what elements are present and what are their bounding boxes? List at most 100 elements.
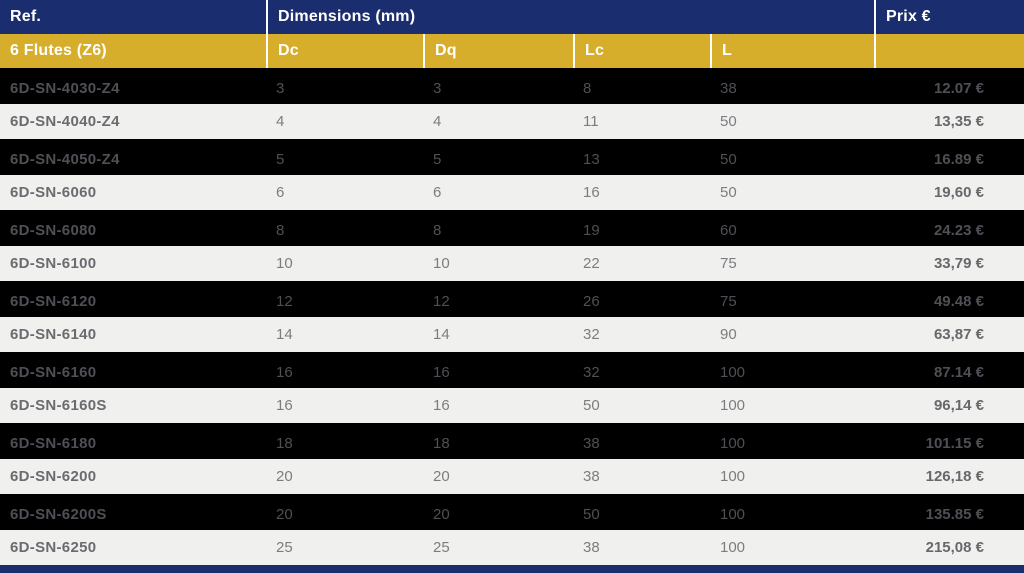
cell-dc-text: 10 — [276, 254, 293, 272]
cell-dq: 6 — [423, 175, 573, 211]
cell-l: 50 — [710, 175, 874, 211]
cell-lc: 50 — [573, 494, 710, 530]
cell-l-text: 100 — [720, 538, 746, 556]
cell-l-text: 50 — [720, 150, 737, 164]
cell-l-text: 100 — [720, 363, 746, 377]
cell-dq: 4 — [423, 104, 573, 140]
cell-l: 90 — [710, 317, 874, 353]
cell-l: 100 — [710, 388, 874, 424]
cell-dc-text: 25 — [276, 538, 293, 556]
cell-lc-text: 38 — [583, 434, 600, 448]
cell-ref: 6D-SN-6200 — [0, 459, 266, 495]
cell-prix-text: 33,79 € — [933, 254, 984, 272]
cell-dq: 14 — [423, 317, 573, 353]
cell-dq-text: 4 — [433, 112, 442, 130]
cell-prix: 96,14 € — [874, 388, 1024, 424]
cell-ref-text: 6D-SN-6180 — [10, 434, 97, 448]
table-row: 6D-SN-4050-Z4 5 5 13 50 16,89 € — [0, 139, 1024, 175]
cell-lc: 38 — [573, 530, 710, 566]
header-dimensions: Dimensions (mm) — [266, 0, 874, 34]
cell-dc: 14 — [266, 317, 423, 353]
cell-ref: 6D-SN-6100 — [0, 246, 266, 282]
cell-l: 75 — [710, 246, 874, 282]
cell-prix-text: 16,89 € — [933, 150, 984, 164]
cell-dq-text: 5 — [433, 150, 442, 164]
cell-prix-text: 19,60 € — [933, 183, 984, 201]
header-ref: Ref. — [10, 8, 42, 25]
cell-dc-text: 6 — [276, 183, 285, 201]
cell-lc: 19 — [573, 210, 710, 246]
cell-dq-text: 14 — [433, 325, 450, 343]
cell-dc-text: 5 — [276, 150, 285, 164]
cell-l: 100 — [710, 459, 874, 495]
cell-prix: 24,23 € — [874, 210, 1024, 246]
cell-prix: 126,18 € — [874, 459, 1024, 495]
cell-l-text: 100 — [720, 467, 746, 485]
cell-dc-text: 20 — [276, 505, 293, 519]
bottom-bar — [0, 565, 1024, 573]
cell-l-text: 100 — [720, 505, 746, 519]
cell-dq-text: 6 — [433, 183, 442, 201]
cell-dq: 25 — [423, 530, 573, 566]
cell-dq: 3 — [423, 68, 573, 104]
cell-dq: 20 — [423, 494, 573, 530]
cell-dc: 18 — [266, 423, 423, 459]
cell-dq: 20 — [423, 459, 573, 495]
cell-dc: 3 — [266, 68, 423, 104]
cell-prix: 33,79 € — [874, 246, 1024, 282]
table-row: 6D-SN-6180 18 18 38 100 101,15 € — [0, 423, 1024, 459]
cell-lc-text: 38 — [583, 538, 600, 556]
cell-l-text: 75 — [720, 292, 737, 306]
cell-ref: 6D-SN-6160 — [0, 352, 266, 388]
cell-dc: 4 — [266, 104, 423, 140]
cell-lc-text: 8 — [583, 79, 592, 93]
cell-ref: 6D-SN-6120 — [0, 281, 266, 317]
cell-dq-text: 16 — [433, 363, 450, 377]
cell-prix-text: 24,23 € — [933, 221, 984, 235]
cell-prix: 63,87 € — [874, 317, 1024, 353]
cell-ref-text: 6D-SN-6200S — [10, 505, 107, 519]
cell-ref: 6D-SN-6060 — [0, 175, 266, 211]
cell-dq-text: 8 — [433, 221, 442, 235]
cell-l: 100 — [710, 530, 874, 566]
cell-dc-text: 14 — [276, 325, 293, 343]
cell-dq: 18 — [423, 423, 573, 459]
table-row: 6D-SN-6120 12 12 26 75 49,48 € — [0, 281, 1024, 317]
cell-prix: 19,60 € — [874, 175, 1024, 211]
subheader-flutes: 6 Flutes (Z6) — [10, 42, 107, 59]
table-row: 6D-SN-6160 16 16 32 100 87,14 € — [0, 352, 1024, 388]
cell-dq-text: 25 — [433, 538, 450, 556]
cell-lc-text: 26 — [583, 292, 600, 306]
cell-prix: 135,85 € — [874, 494, 1024, 530]
cell-lc: 38 — [573, 459, 710, 495]
cell-dq-text: 20 — [433, 505, 450, 519]
cell-l-text: 75 — [720, 254, 737, 272]
subheader-dq: Dq — [423, 34, 573, 68]
cell-lc: 8 — [573, 68, 710, 104]
cell-dq: 12 — [423, 281, 573, 317]
cell-lc-text: 16 — [583, 183, 600, 201]
table-row: 6D-SN-6200 20 20 38 100 126,18 € — [0, 458, 1024, 495]
cell-prix-text: 13,35 € — [933, 112, 984, 130]
cell-ref-text: 6D-SN-6160S — [10, 396, 107, 414]
cell-prix: 87,14 € — [874, 352, 1024, 388]
cell-prix: 16,89 € — [874, 139, 1024, 175]
cell-l: 100 — [710, 423, 874, 459]
cell-prix: 12,07 € — [874, 68, 1024, 104]
cell-ref: 6D-SN-6140 — [0, 317, 266, 353]
cell-lc-text: 50 — [583, 396, 600, 414]
cell-l: 100 — [710, 494, 874, 530]
cell-lc: 32 — [573, 352, 710, 388]
cell-lc-text: 32 — [583, 325, 600, 343]
cell-l-text: 60 — [720, 221, 737, 235]
cell-l: 60 — [710, 210, 874, 246]
cell-dc: 5 — [266, 139, 423, 175]
cell-prix-text: 63,87 € — [933, 325, 984, 343]
cell-ref: 6D-SN-6180 — [0, 423, 266, 459]
cell-lc: 50 — [573, 388, 710, 424]
cell-dq: 16 — [423, 388, 573, 424]
cell-dc-text: 18 — [276, 434, 293, 448]
subheader-lc: Lc — [573, 34, 710, 68]
cell-ref: 6D-SN-6080 — [0, 210, 266, 246]
